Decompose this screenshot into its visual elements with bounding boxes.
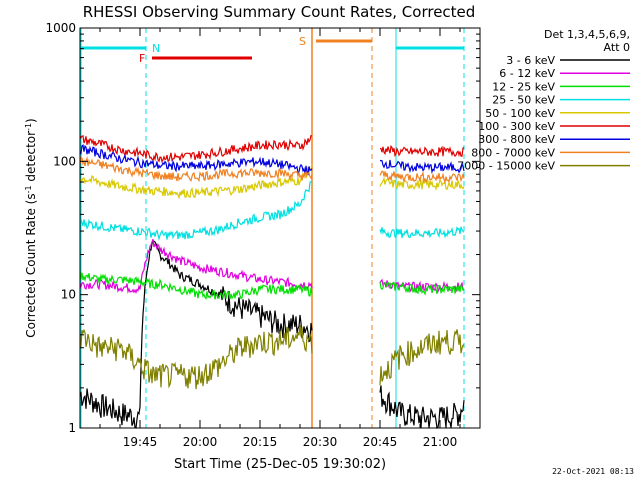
y-axis-label-end: ) — [24, 118, 38, 123]
legend-label: 100 - 300 keV — [478, 120, 555, 133]
series-line — [79, 238, 313, 295]
x-tick-label: 20:00 — [183, 435, 218, 449]
flare-label: F — [139, 52, 145, 65]
series-line — [79, 270, 313, 300]
y-tick-label: 1 — [68, 421, 76, 435]
series-line — [79, 325, 313, 390]
y-tick-label: 1000 — [45, 21, 76, 35]
legend-label: 3 - 6 keV — [506, 54, 555, 67]
legend-label: 12 - 25 keV — [492, 80, 555, 93]
legend-label: 6 - 12 keV — [499, 67, 555, 80]
series-line — [379, 280, 465, 296]
series-line — [379, 159, 465, 175]
series-line — [79, 144, 313, 176]
x-tick-label: 20:15 — [243, 435, 278, 449]
y-axis-label-mid: detector — [24, 131, 38, 186]
series-line — [79, 134, 313, 164]
series-line — [79, 156, 313, 183]
legend-label: 800 - 7000 keV — [471, 146, 555, 159]
night-label: N — [152, 42, 160, 55]
series-line — [379, 176, 465, 192]
x-tick-label: 19:45 — [123, 435, 158, 449]
legend-label: 50 - 100 keV — [485, 107, 555, 120]
y-axis-label-sup2: -1 — [24, 123, 33, 131]
y-axis-label: Corrected Count Rate (s-1 detector-1) — [24, 118, 39, 337]
x-axis-label: Start Time (25-Dec-05 19:30:02) — [174, 457, 386, 472]
chart-title: RHESSI Observing Summary Count Rates, Co… — [83, 3, 476, 21]
plot-frame — [79, 27, 481, 429]
series-line — [379, 329, 465, 386]
y-axis-label-main: Corrected Count Rate (s — [24, 193, 38, 337]
series-line — [380, 144, 465, 158]
legend-header-line1: Det 1,3,4,5,6,9, — [544, 28, 630, 41]
x-tick-label: 20:45 — [363, 435, 398, 449]
series-line — [79, 239, 313, 429]
series-line — [79, 163, 313, 200]
series-line — [79, 180, 313, 241]
saa-label: S — [299, 35, 306, 48]
series-line — [379, 385, 465, 429]
y-tick-label: 10 — [61, 288, 76, 302]
timestamp-stamp: 22-Oct-2021 08:13 — [552, 467, 634, 476]
legend-header-line2: Att 0 — [604, 41, 630, 54]
series-line — [379, 170, 465, 184]
x-tick-label: 21:00 — [423, 435, 458, 449]
y-tick-label: 100 — [53, 154, 76, 168]
legend-label: 25 - 50 keV — [492, 94, 555, 107]
legend-label: 7000 - 15000 keV — [457, 160, 555, 173]
y-axis-label-sup1: -1 — [24, 185, 33, 193]
x-tick-label: 20:30 — [303, 435, 338, 449]
legend-label: 300 - 800 keV — [478, 133, 555, 146]
series-line — [379, 226, 465, 239]
